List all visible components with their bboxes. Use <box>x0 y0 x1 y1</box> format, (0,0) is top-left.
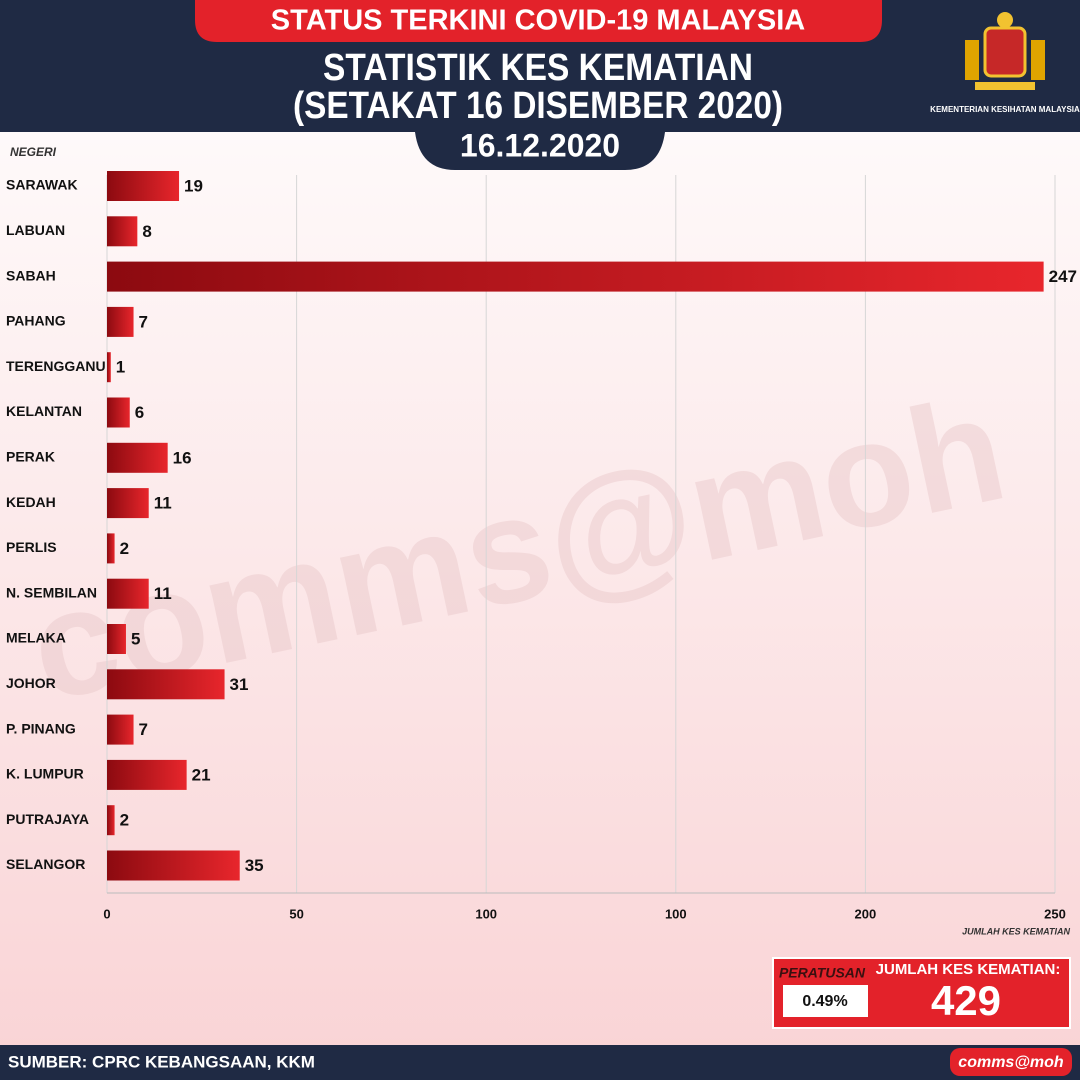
value-label: 2 <box>120 811 129 830</box>
value-label: 247 <box>1049 267 1077 286</box>
bar <box>107 669 225 700</box>
y-tick-label: JOHOR <box>6 675 56 691</box>
bar <box>107 533 115 564</box>
percent-box <box>783 985 868 1017</box>
bar <box>107 397 130 428</box>
y-tick-label: TERENGGANU <box>6 358 106 374</box>
y-tick-label: PAHANG <box>6 313 66 329</box>
brand-pill <box>950 1048 1072 1076</box>
value-label: 8 <box>142 222 151 241</box>
value-label: 5 <box>131 629 140 648</box>
value-label: 11 <box>154 494 172 513</box>
bar <box>107 759 187 790</box>
value-label: 7 <box>139 312 148 331</box>
y-tick-label: N. SEMBILAN <box>6 584 97 600</box>
bar <box>107 352 111 383</box>
y-tick-label: K. LUMPUR <box>6 766 84 782</box>
y-tick-label: P. PINANG <box>6 720 76 736</box>
y-tick-label: PERLIS <box>6 539 57 555</box>
y-tick-label: SABAH <box>6 267 56 283</box>
bar <box>107 488 149 519</box>
bar <box>107 261 1044 292</box>
y-tick-label: PUTRAJAYA <box>6 811 89 827</box>
x-tick-label: 50 <box>289 906 303 921</box>
total-value: 429 <box>931 977 1001 1024</box>
x-tick-label: 100 <box>665 906 687 921</box>
value-label: 35 <box>245 856 264 875</box>
percent-value: 0.49% <box>802 993 847 1010</box>
header-title: STATUS TERKINI COVID-19 MALAYSIA <box>271 5 805 37</box>
chart-subtitle: (SETAKAT 16 DISEMBER 2020) <box>293 85 783 127</box>
value-label: 31 <box>230 675 249 694</box>
value-label: 2 <box>120 539 129 558</box>
bar <box>107 171 180 201</box>
brand: comms@moh <box>958 1054 1064 1071</box>
value-label: 11 <box>154 584 172 603</box>
logo-text: KEMENTERIAN KESIHATAN MALAYSIA <box>930 105 1080 114</box>
y-tick-label: LABUAN <box>6 222 65 238</box>
y-axis-label: NEGERI <box>10 145 57 159</box>
x-tick-label: 100 <box>475 906 497 921</box>
y-tick-label: PERAK <box>6 449 55 465</box>
date: 16.12.2020 <box>460 127 620 163</box>
chart-title: STATISTIK KES KEMATIAN <box>323 47 753 89</box>
source: SUMBER: CPRC KEBANGSAAN, KKM <box>8 1052 315 1071</box>
logo <box>965 12 1045 90</box>
value-label: 7 <box>139 720 148 739</box>
value-label: 6 <box>135 403 144 422</box>
header-band <box>0 0 1080 170</box>
bar <box>107 216 138 247</box>
bar <box>107 714 134 745</box>
bar <box>107 805 115 836</box>
total-label: JUMLAH KES KEMATIAN: <box>876 961 1061 978</box>
value-label: 1 <box>116 358 125 377</box>
x-tick-label: 0 <box>103 906 110 921</box>
bar <box>107 850 240 881</box>
bar <box>107 578 149 609</box>
plot: 0 50 100 100 200 250 SARAWAK 19 LABUAN 8 SABAH 247 P… <box>6 171 1077 921</box>
value-label: 21 <box>192 765 211 784</box>
bar <box>107 442 168 473</box>
value-label: 16 <box>173 448 192 467</box>
percent-label: PERATUSAN <box>779 965 866 981</box>
y-tick-label: KELANTAN <box>6 403 82 419</box>
footer-band <box>0 1045 1080 1080</box>
x-axis-label: JUMLAH KES KEMATIAN <box>962 926 1070 936</box>
bar <box>107 306 134 337</box>
y-tick-label: KEDAH <box>6 494 56 510</box>
value-label: 19 <box>184 176 203 195</box>
bar <box>107 624 126 654</box>
x-tick-label: 250 <box>1044 906 1066 921</box>
header-pill <box>195 0 882 42</box>
x-tick-label: 200 <box>855 906 877 921</box>
y-tick-label: MELAKA <box>6 630 66 646</box>
y-tick-label: SARAWAK <box>6 177 78 193</box>
y-tick-label: SELANGOR <box>6 856 85 872</box>
